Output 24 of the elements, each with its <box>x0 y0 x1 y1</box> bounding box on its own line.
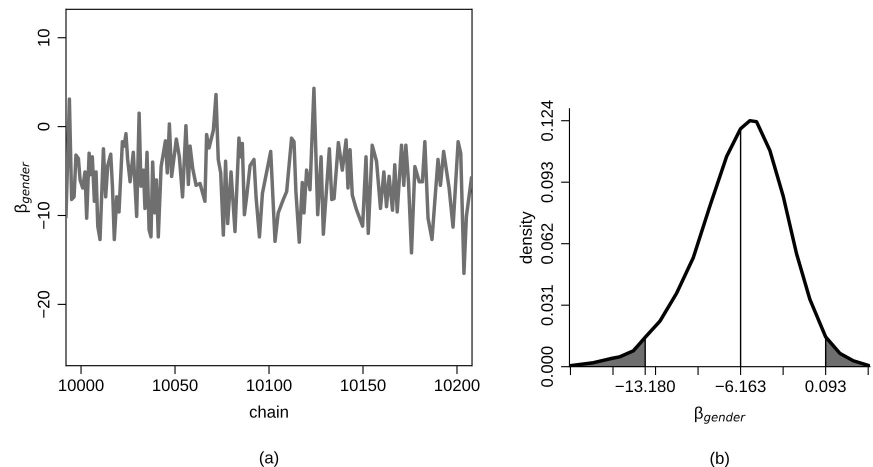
y-axis-title: β$_{gender}$ <box>14 162 32 212</box>
y-tick-label: 0.000 <box>541 346 553 387</box>
x-tick-label: 10150 <box>341 379 386 392</box>
line-series <box>66 86 472 276</box>
x-tick-label: −13.180 <box>616 380 675 392</box>
y-tick-label: 10 <box>38 29 50 46</box>
x-tick-label: 10200 <box>435 379 480 392</box>
x-tick-label: 10100 <box>247 379 292 392</box>
y-tick-label: 0.124 <box>541 100 553 141</box>
text: (b) <box>710 452 729 467</box>
x-tick-label: 10000 <box>59 379 104 392</box>
x-tick-label: 10050 <box>153 379 198 392</box>
y-tick-label: 0 <box>38 122 50 131</box>
x-axis-title: β$_{gender}$ <box>695 406 746 424</box>
y-tick-label: 0.031 <box>541 285 553 326</box>
y-tick-label: −20 <box>38 290 50 318</box>
x-axis-title: chain <box>250 406 288 418</box>
y-tick-label: −10 <box>38 202 50 229</box>
x-tick-label: 0.093 <box>805 380 846 392</box>
text: (a) <box>260 451 278 467</box>
y-tick-label: 0.062 <box>541 224 553 264</box>
y-tick-label: 0.093 <box>541 162 553 202</box>
y-axis-title: density <box>520 211 536 264</box>
x-tick-label: −6.163 <box>716 380 766 392</box>
